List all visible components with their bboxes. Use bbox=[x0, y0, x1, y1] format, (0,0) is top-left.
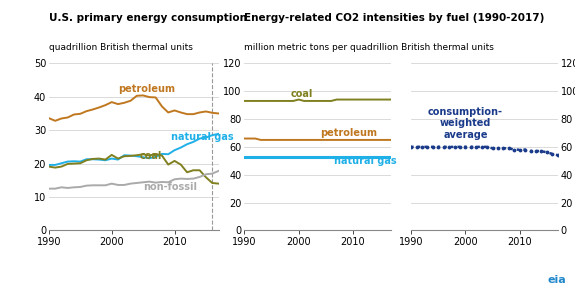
Text: million metric tons per quadrillion British thermal units: million metric tons per quadrillion Brit… bbox=[244, 43, 494, 52]
Text: petroleum: petroleum bbox=[320, 128, 377, 139]
Text: eia: eia bbox=[547, 275, 566, 285]
Text: coal: coal bbox=[140, 151, 162, 161]
Text: consumption-
weighted
average: consumption- weighted average bbox=[428, 107, 503, 140]
Text: non-fossil: non-fossil bbox=[143, 182, 197, 192]
Text: Energy-related CO2 intensities by fuel (1990-2017): Energy-related CO2 intensities by fuel (… bbox=[244, 13, 545, 23]
Text: natural gas: natural gas bbox=[334, 156, 397, 166]
Text: U.S. primary energy consumption: U.S. primary energy consumption bbox=[49, 13, 247, 23]
Text: petroleum: petroleum bbox=[118, 84, 175, 94]
Text: coal: coal bbox=[290, 90, 313, 99]
Text: quadrillion British thermal units: quadrillion British thermal units bbox=[49, 43, 193, 52]
Text: natural gas: natural gas bbox=[171, 132, 234, 141]
